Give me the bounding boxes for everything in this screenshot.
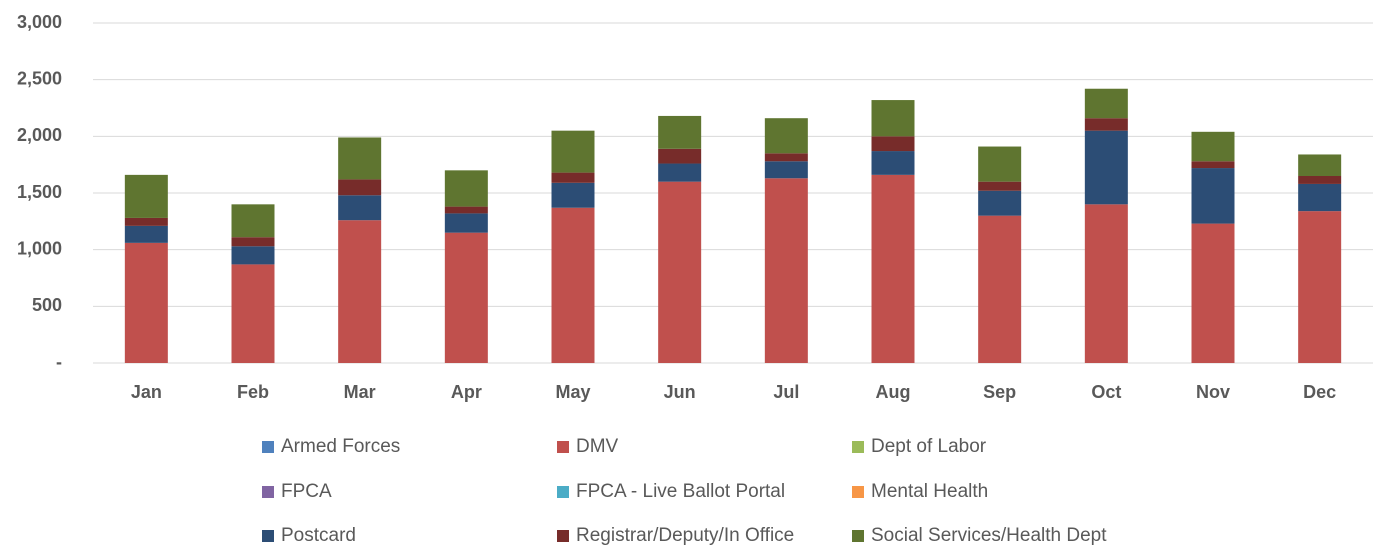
legend-swatch [557,486,569,498]
bar-segment [124,225,168,243]
legend-swatch [852,441,864,453]
bar-segment [338,195,382,221]
legend-label: Registrar/Deputy/In Office [576,525,794,546]
x-tick-label: Nov [1196,382,1230,402]
bar-segment [1191,223,1235,363]
x-tick-label: Jul [773,382,799,402]
bar-segment [978,215,1022,363]
legend-label: Postcard [281,525,356,546]
bar-segment [1191,161,1235,169]
bar-segment [871,136,915,152]
bar-segment [764,153,808,162]
bar-segment [764,161,808,179]
bar-segment [231,204,275,238]
bar-segment [1298,154,1342,176]
bar-segment [231,246,275,265]
bar-segment [1084,204,1128,363]
y-tick-label: 1,500 [17,182,62,202]
bar-segment [338,220,382,363]
bar-segment [658,163,702,182]
bar-segment [338,137,382,180]
bar-segment [231,264,275,363]
bar-segment [871,100,915,137]
bar-segment [1191,168,1235,224]
bar-segment [444,213,488,233]
legend-swatch [852,486,864,498]
bar-segment [551,182,595,208]
legend-label: Dept of Labor [871,436,987,457]
bar-segment [551,130,595,173]
bar-segment [764,178,808,363]
legend-label: FPCA - Live Ballot Portal [576,481,785,502]
bar-segment [764,118,808,154]
bar-segment [124,217,168,226]
bar-segment [1298,176,1342,184]
legend-swatch [262,530,274,542]
y-tick-label: 500 [32,295,62,315]
legend-label: Armed Forces [281,436,400,457]
legend-label: Social Services/Health Dept [871,525,1107,546]
y-tick-label: 2,500 [17,68,62,88]
legend-swatch [557,530,569,542]
y-tick-label: 3,000 [17,12,62,32]
y-tick-label: - [56,352,62,372]
x-tick-label: Dec [1303,382,1336,402]
legend-swatch [262,441,274,453]
bar-segment [444,232,488,363]
x-tick-label: Sep [983,382,1016,402]
bar-segment [978,146,1022,182]
x-tick-label: Jun [664,382,696,402]
legend-swatch [262,486,274,498]
bar-segment [1298,211,1342,363]
bar-segment [978,181,1022,191]
bar-segment [444,170,488,207]
bar-segment [1298,183,1342,212]
bar-segment [1084,118,1128,131]
bar-segment [124,242,168,363]
bar-segment [978,190,1022,216]
bar-segment [871,151,915,175]
bar-segment [1191,131,1235,162]
bar-segment [551,172,595,183]
y-tick-label: 1,000 [17,238,62,258]
x-tick-label: Aug [876,382,911,402]
bar-segment [1084,130,1128,205]
y-tick-label: 2,000 [17,125,62,145]
bar-segment [871,174,915,363]
bar-segment [658,115,702,149]
bar-segment [658,148,702,164]
x-tick-label: Apr [451,382,482,402]
bar-segment [1084,88,1128,119]
bar-segment [658,181,702,363]
bar-segment [124,174,168,218]
bar-segment [338,179,382,196]
x-tick-label: Mar [344,382,376,402]
x-tick-label: May [555,382,590,402]
bar-segment [551,207,595,363]
bar-segment [444,206,488,214]
x-tick-label: Feb [237,382,269,402]
legend-swatch [557,441,569,453]
bar-segment [231,237,275,247]
x-tick-label: Jan [131,382,162,402]
legend-label: DMV [576,436,619,457]
legend-label: FPCA [281,481,332,502]
x-tick-label: Oct [1091,382,1121,402]
legend-swatch [852,530,864,542]
legend-label: Mental Health [871,481,988,502]
